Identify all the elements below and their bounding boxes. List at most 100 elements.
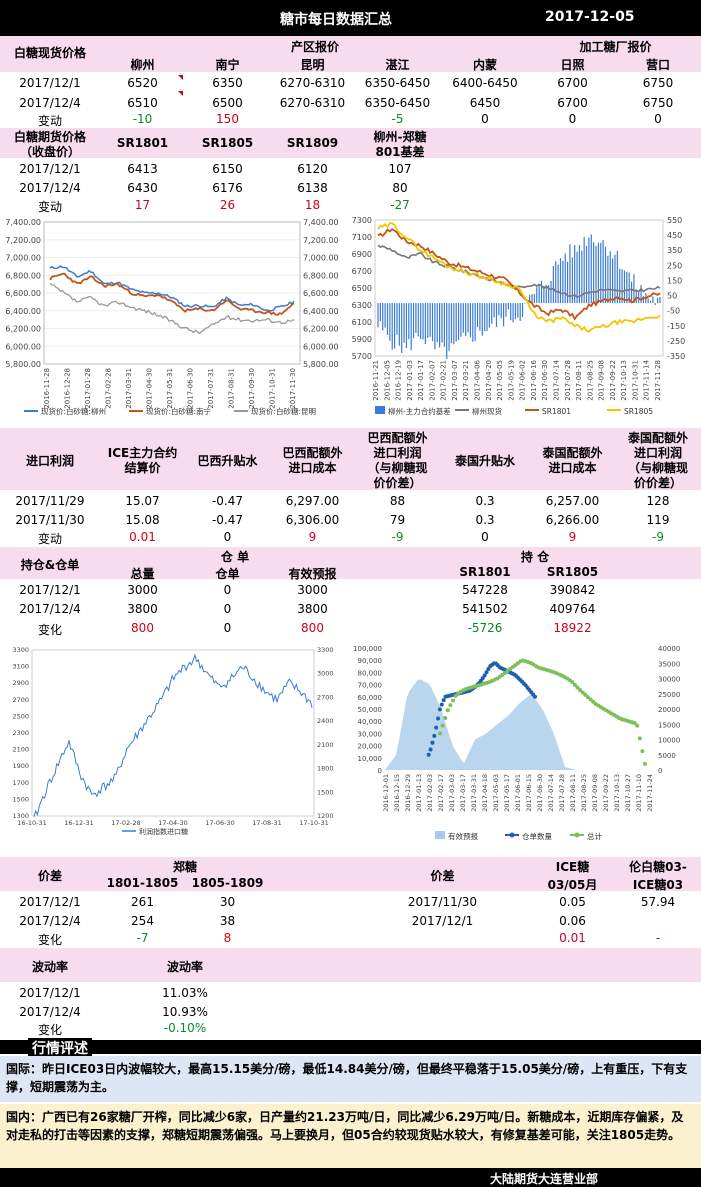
chart2-xtick: 2017-05-05	[496, 360, 504, 401]
chart4-warrant-point	[486, 667, 491, 672]
spot-row-value: 6350	[212, 76, 243, 90]
spread2-row-ice: 0.06	[559, 914, 586, 928]
import-row-value: -0.47	[211, 513, 244, 527]
chart4-total-point	[588, 697, 593, 702]
chart3-ytick-left: 1300	[12, 812, 29, 820]
stock-col-0: 总量	[130, 567, 155, 581]
spread-col-1: 1801-1805	[106, 876, 179, 890]
import-row-value: 79	[389, 513, 406, 527]
futures-row-value: 107	[388, 162, 412, 176]
import-row-value: 88	[389, 494, 406, 508]
import-col-7: （与柳糖现	[627, 461, 688, 475]
import-change-label: 变动	[37, 532, 62, 546]
chart4-ytick-right: 30000	[658, 676, 680, 684]
spread-row-value: 261	[131, 895, 154, 909]
chart4-xtick: 2017-09-22	[602, 774, 610, 812]
chart3-ytick-left: 1900	[12, 762, 29, 770]
chart4-xtick: 2017-01-13	[415, 774, 423, 812]
london-spread-col-sub: ICE糖03	[632, 878, 684, 892]
chart2-ytick-right: -50	[667, 307, 680, 316]
chart3-ytick-left: 2700	[12, 696, 29, 704]
spread2-row-london: 57.94	[640, 895, 676, 909]
import-change-value: 9	[308, 530, 317, 544]
chart1-xtick: 2017-06-30	[187, 368, 195, 409]
import-change-value: -9	[391, 530, 404, 544]
chart2-xtick: 2017-08-25	[586, 360, 594, 401]
chart1-ytick-right: 6,600.00	[303, 289, 339, 298]
chart3-xtick: 17-10-31	[299, 819, 329, 827]
chart2-xtick: 2017-10-13	[620, 360, 628, 401]
futures-header-band	[0, 128, 701, 158]
futures-change-label: 变动	[37, 200, 62, 214]
spread2-row-date: 2017/11/30	[407, 895, 478, 909]
review-title: 行情评述	[28, 1038, 92, 1058]
chart3-ytick-left: 2500	[12, 712, 29, 720]
chart2-ytick-left: 5900	[352, 335, 372, 344]
futures-col-1: SR1805	[201, 136, 254, 150]
chart1-frame	[43, 221, 301, 365]
spot-row-value: 6700	[557, 76, 588, 90]
chart1-ytick-left: 5,800.00	[5, 360, 41, 369]
basis-label: 柳州-郑糖	[373, 130, 427, 144]
spot-header-band	[0, 36, 701, 72]
spot-row-date: 2017/12/1	[19, 76, 81, 90]
chart4-legend-label: 有效预报	[448, 831, 478, 841]
import-col-4: 价价差）	[373, 476, 422, 490]
spot-label: 白糖现货价格	[13, 46, 86, 60]
chart4-total-point	[445, 708, 450, 713]
chart2-xtick: 2017-02-07	[428, 360, 436, 401]
chart2-xtick: 2017-06-16	[530, 359, 538, 400]
chart4-warrant-point	[437, 707, 442, 712]
stock-change-value: 800	[131, 621, 154, 635]
import-col-4: （与柳糖现	[367, 461, 428, 475]
chart3-ytick-right: 2100	[317, 741, 334, 749]
chart1-xtick: 2017-08-31	[228, 368, 236, 409]
chart1-ytick-right: 5,800.00	[303, 360, 339, 369]
chart4-warrant-point	[434, 725, 439, 730]
chart4-warrant-point	[484, 670, 489, 675]
import-row-date: 2017/11/30	[15, 513, 85, 527]
spread2-change-london: -	[655, 931, 661, 945]
chart4-total-point	[637, 736, 642, 741]
chart1-xtick: 2017-01-28	[84, 368, 92, 409]
stock-label: 持仓&仓单	[20, 558, 80, 572]
chart2-legend-swatch	[375, 406, 385, 414]
stock-change-value: 18922	[553, 621, 592, 635]
spot-change-value: 0	[481, 112, 489, 126]
futures-row-date: 2017/12/4	[19, 181, 81, 195]
chart4-xtick: 2017-09-08	[591, 774, 599, 812]
chart2-xtick: 2017-02-21	[440, 360, 448, 401]
chart1-ytick-right: 6,000.00	[303, 342, 339, 351]
chart4-total-point	[583, 692, 588, 697]
vol-label: 波动率	[31, 960, 68, 974]
chart1-ytick-left: 6,400.00	[5, 307, 41, 316]
chart1-ytick-right: 7,200.00	[303, 236, 339, 245]
chart4-ytick-right: 15000	[658, 721, 680, 729]
futures-row-value: 6120	[297, 162, 328, 176]
import-profit-chart-svg: 3300 3100 2900 2700 2500 2300 2100 1900 1700 1500…	[12, 646, 334, 836]
chart3-ytick-left: 1500	[12, 795, 29, 803]
import-col-5: 泰国升贴水	[454, 453, 515, 468]
chart4-warrant-point	[428, 747, 433, 752]
chart2-ytick-right: 50	[667, 292, 677, 301]
spot-change-label: 变动	[37, 114, 62, 128]
import-col-3: 进口成本	[288, 461, 337, 475]
chart4-ytick-left: 30,000	[358, 730, 383, 738]
import-change-value: 9	[568, 530, 577, 544]
spot-change-value: 0	[654, 112, 662, 126]
chart3-xtick: 16-10-31	[17, 819, 47, 827]
chart3-ytick-left: 1700	[12, 779, 29, 787]
chart4-xtick: 2017-07-14	[547, 774, 555, 812]
chart4-total-point	[578, 688, 583, 693]
chart1-series-liuzhou	[49, 265, 295, 312]
chart4-ytick-left: 40,000	[358, 718, 383, 726]
chart4-xtick: 2017-07-28	[558, 774, 566, 812]
chart2-xtick: 2017-09-22	[609, 360, 617, 401]
report-date: 2017-12-05	[545, 9, 635, 25]
chart4-xtick: 2017-08-11	[569, 774, 577, 812]
chart2-xtick: 2017-08-11	[575, 360, 583, 401]
import-row-value: 6,297.00	[285, 494, 340, 508]
chart2-legend-label: 柳州-主力合约基差	[388, 406, 451, 416]
spread2-row-ice: 0.05	[559, 895, 586, 909]
import-row-value: 6,266.00	[545, 513, 600, 527]
